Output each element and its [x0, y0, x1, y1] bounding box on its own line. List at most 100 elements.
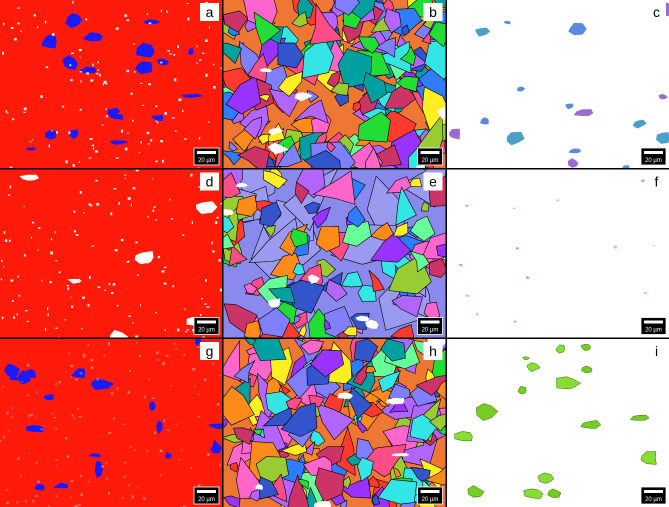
speck	[55, 327, 59, 329]
scale-bar	[420, 151, 440, 154]
speck	[177, 45, 179, 48]
grain	[357, 36, 380, 54]
grain	[303, 150, 341, 168]
speck	[95, 150, 98, 153]
grain	[257, 307, 291, 338]
speck	[75, 234, 79, 236]
speck	[152, 209, 155, 212]
grain	[323, 318, 331, 330]
speck	[129, 369, 132, 372]
speck	[101, 465, 105, 468]
speck	[5, 110, 8, 113]
blob	[480, 117, 489, 125]
grain	[223, 417, 228, 428]
speck	[157, 359, 159, 361]
speck	[16, 313, 18, 316]
speck	[206, 453, 210, 456]
speck	[124, 147, 128, 151]
speck	[132, 119, 134, 122]
speck	[192, 367, 196, 371]
blob	[62, 55, 78, 70]
blob	[437, 107, 446, 120]
speck	[123, 423, 126, 426]
speck	[51, 412, 54, 415]
blob	[516, 86, 526, 92]
grain	[378, 370, 402, 393]
speck	[174, 130, 177, 132]
scale-bar-label: 20 µm	[645, 158, 662, 164]
phase-map	[0, 169, 222, 338]
grain	[252, 339, 287, 361]
speck	[10, 416, 13, 419]
speck	[176, 423, 179, 426]
scale-bar-label: 20 µm	[198, 328, 215, 334]
speck	[64, 318, 67, 321]
grain	[374, 37, 396, 58]
speck	[148, 22, 152, 25]
speck	[152, 397, 155, 399]
blob	[465, 294, 470, 297]
label-box	[423, 172, 443, 191]
speck	[23, 111, 26, 113]
speck	[32, 499, 35, 503]
speck	[205, 73, 208, 77]
grain	[258, 476, 279, 500]
grain	[410, 466, 431, 487]
speck	[127, 197, 131, 201]
blob	[109, 140, 129, 145]
grain	[270, 252, 301, 281]
speck	[108, 431, 112, 434]
grain	[314, 467, 345, 503]
speck	[166, 429, 170, 431]
grain	[295, 169, 326, 199]
panel-label: e	[429, 174, 437, 190]
blob	[82, 32, 103, 42]
speck	[73, 210, 76, 213]
grain	[262, 170, 288, 190]
speck	[103, 80, 107, 84]
blob	[135, 61, 153, 75]
grain	[380, 339, 406, 362]
speck	[204, 303, 207, 305]
speck	[48, 144, 51, 148]
grain	[315, 225, 340, 253]
scale-bar-label: 20 µm	[422, 158, 439, 164]
speck	[150, 139, 153, 142]
speck	[159, 449, 163, 453]
speck	[113, 188, 117, 190]
speck	[202, 52, 205, 55]
blob	[454, 431, 473, 442]
speck	[6, 411, 9, 415]
speck	[118, 201, 120, 205]
speck	[18, 294, 21, 297]
speck	[78, 161, 81, 163]
blob	[151, 115, 164, 121]
speck	[31, 221, 35, 224]
blob	[207, 423, 222, 429]
blob	[149, 401, 156, 411]
speck	[215, 221, 218, 224]
blob	[188, 48, 194, 56]
speck	[44, 328, 47, 331]
blob	[355, 315, 370, 322]
speck	[27, 363, 30, 367]
speck	[212, 250, 215, 253]
speck	[212, 362, 214, 365]
panel	[0, 339, 222, 507]
speck	[140, 140, 142, 144]
grain	[341, 271, 364, 288]
grain	[337, 48, 373, 89]
speck	[71, 305, 74, 308]
speck	[23, 107, 27, 111]
speck	[218, 258, 221, 262]
grain	[285, 397, 303, 411]
blob	[53, 482, 69, 489]
speck	[134, 70, 136, 73]
speck	[208, 26, 210, 29]
blob	[236, 182, 248, 188]
speck	[197, 393, 200, 395]
speck	[133, 43, 136, 45]
speck	[123, 475, 126, 478]
speck	[131, 495, 134, 499]
blob	[25, 425, 44, 433]
